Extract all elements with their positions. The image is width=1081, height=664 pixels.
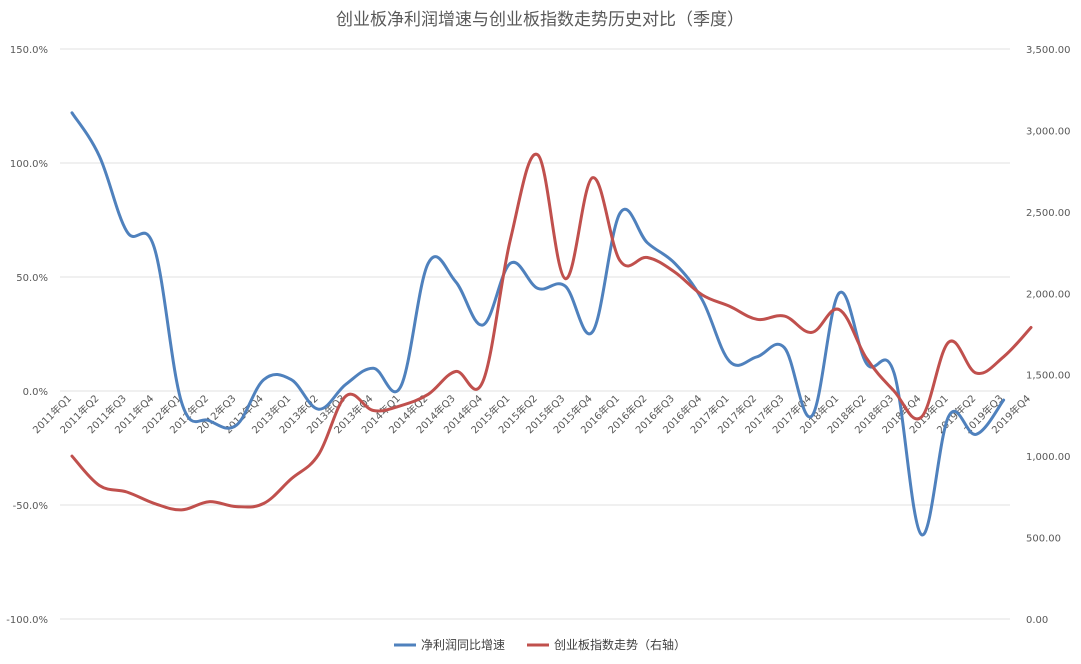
y-left-tick-label: 150.0% bbox=[10, 45, 48, 56]
series-layer bbox=[70, 111, 1033, 537]
y-left-tick-label: 0.0% bbox=[23, 387, 48, 398]
y-right-tick-label: 2,000.00 bbox=[1026, 289, 1071, 300]
series-line-index-trend bbox=[70, 152, 1033, 512]
legend-label-net-profit: 净利润同比增速 bbox=[421, 638, 505, 652]
grid-lines bbox=[60, 48, 1010, 620]
y-right-tick-label: 500.00 bbox=[1026, 534, 1061, 545]
y-right-tick-label: 1,500.00 bbox=[1026, 371, 1071, 382]
y-left-tick-label: -50.0% bbox=[13, 501, 48, 512]
y-left-tick-label: 50.0% bbox=[16, 273, 48, 284]
y-right-tick-label: 3,500.00 bbox=[1026, 45, 1071, 56]
y-right-tick-label: 0.00 bbox=[1026, 615, 1048, 626]
y-left-tick-label: -100.0% bbox=[6, 615, 48, 626]
right-axis: 3,500.00 3,000.00 2,500.00 2,000.00 1,500.00… bbox=[1026, 45, 1071, 626]
y-left-tick-label: 100.0% bbox=[10, 159, 48, 170]
legend-label-index: 创业板指数走势（右轴） bbox=[554, 637, 686, 652]
y-right-tick-label: 1,000.00 bbox=[1026, 452, 1071, 463]
chart-title: 创业板净利润增速与创业板指数走势历史对比（季度） bbox=[336, 10, 744, 30]
left-axis: 150.0% 100.0% 50.0% 0.0% -50.0% -100.0% bbox=[6, 45, 48, 626]
y-right-tick-label: 2,500.00 bbox=[1026, 208, 1071, 219]
y-right-tick-label: 3,000.00 bbox=[1026, 126, 1071, 137]
series-line-net-profit-growth bbox=[70, 111, 1006, 537]
legend: 净利润同比增速 创业板指数走势（右轴） bbox=[394, 637, 686, 652]
